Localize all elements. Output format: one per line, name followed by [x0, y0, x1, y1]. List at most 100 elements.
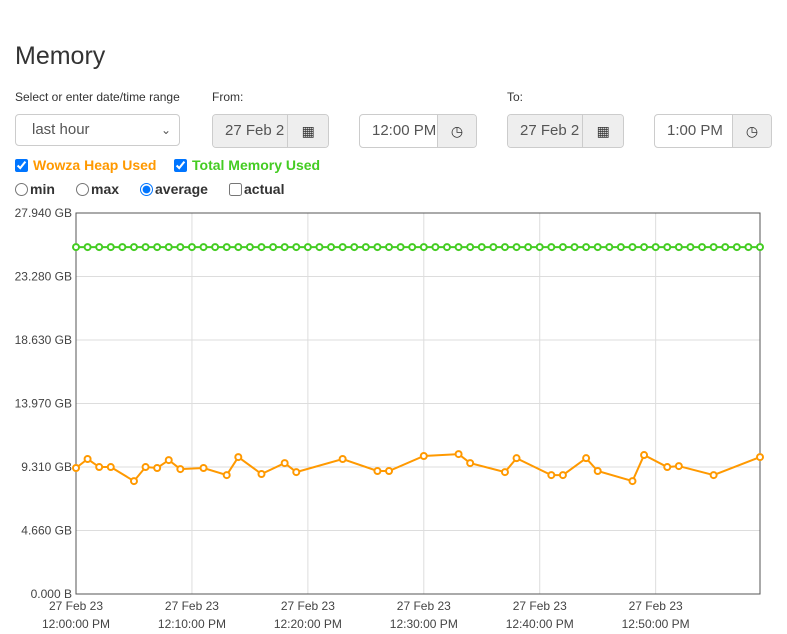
data-point [350, 243, 359, 252]
to-date-input[interactable]: 27 Feb 2 [508, 115, 583, 147]
data-point [95, 243, 104, 252]
data-point [408, 243, 417, 252]
data-point [199, 464, 208, 472]
data-point [257, 243, 266, 252]
data-point [95, 463, 104, 472]
range-select[interactable]: last hour ⌄ [15, 114, 180, 146]
x-tick-time: 12:30:00 PM [390, 617, 458, 631]
data-point [466, 243, 475, 252]
data-point [640, 243, 649, 252]
data-point [466, 459, 475, 468]
average-label: average [155, 181, 208, 197]
max-label: max [91, 181, 120, 197]
x-tick-date: 27 Feb 23 [165, 599, 219, 613]
data-point [187, 243, 196, 252]
to-date-group: 27 Feb 2 ▦ [507, 114, 624, 148]
data-point [222, 471, 231, 480]
min-label: min [30, 181, 55, 197]
data-point [512, 454, 521, 463]
data-point [477, 243, 486, 252]
data-point [582, 243, 591, 252]
data-point [83, 243, 92, 252]
data-point [558, 471, 567, 480]
data-point [489, 243, 498, 252]
data-point [756, 243, 764, 252]
data-point [442, 243, 451, 252]
from-calendar-button[interactable]: ▦ [287, 115, 328, 147]
data-point [153, 243, 162, 252]
data-point [512, 243, 521, 252]
data-point [674, 243, 683, 252]
x-tick-time: 12:40:00 PM [506, 617, 574, 631]
data-point [361, 243, 370, 252]
x-tick-time: 12:00:00 PM [42, 617, 110, 631]
data-point [211, 243, 220, 252]
from-date-group: 27 Feb 2 ▦ [212, 114, 329, 148]
data-point [500, 243, 509, 252]
data-point [628, 243, 637, 252]
heap-checkbox[interactable] [15, 158, 28, 172]
total-checkbox[interactable] [174, 158, 187, 172]
data-point [164, 456, 173, 465]
data-point [396, 243, 405, 252]
data-point [721, 243, 730, 252]
data-point [431, 243, 440, 252]
to-calendar-button[interactable]: ▦ [582, 115, 623, 147]
mode-actual[interactable]: actual [229, 181, 284, 197]
data-point [686, 243, 695, 252]
data-point [83, 455, 92, 463]
data-point [245, 243, 254, 252]
data-point [234, 453, 243, 462]
data-point [315, 243, 324, 252]
data-point [640, 451, 649, 460]
data-point [234, 243, 243, 252]
data-point [373, 467, 382, 475]
mode-min[interactable]: min [15, 181, 55, 197]
actual-checkbox[interactable] [229, 182, 242, 196]
plot-frame [75, 212, 761, 595]
data-point [593, 243, 602, 252]
from-time-input[interactable]: 12:00 PM [372, 122, 437, 139]
average-radio[interactable] [140, 182, 153, 196]
max-radio[interactable] [76, 182, 89, 196]
to-clock-button[interactable]: ◷ [731, 115, 771, 147]
x-tick-date: 27 Feb 23 [281, 599, 335, 613]
heap-toggle[interactable]: Wowza Heap Used [15, 157, 156, 173]
x-tick-date: 27 Feb 23 [49, 599, 103, 613]
series-line [75, 453, 761, 483]
x-tick-time: 12:20:00 PM [274, 617, 342, 631]
from-date-input[interactable]: 27 Feb 2 [213, 115, 288, 147]
data-point [292, 468, 301, 477]
total-toggle[interactable]: Total Memory Used [174, 157, 320, 173]
to-time-input[interactable]: 1:00 PM [667, 122, 723, 139]
chevron-down-icon: ⌄ [160, 123, 171, 137]
data-point [454, 243, 463, 252]
y-tick-label: 13.970 GB [15, 397, 72, 411]
mode-max[interactable]: max [76, 181, 119, 197]
y-tick-label: 23.280 GB [15, 270, 72, 284]
actual-label: actual [244, 181, 285, 197]
data-point [338, 243, 347, 252]
data-point [582, 454, 591, 463]
data-point [303, 243, 312, 252]
clock-icon: ◷ [450, 122, 464, 139]
data-point [756, 453, 764, 462]
data-point [106, 243, 115, 252]
calendar-grid-icon: ▦ [596, 122, 610, 139]
data-point [118, 243, 127, 252]
data-point [280, 243, 289, 252]
data-point [454, 450, 463, 459]
heap-label: Wowza Heap Used [33, 157, 157, 173]
x-tick-date: 27 Feb 23 [513, 599, 567, 613]
x-tick-time: 12:10:00 PM [158, 617, 226, 631]
y-tick-label: 0.000 B [31, 587, 72, 601]
min-radio[interactable] [15, 182, 28, 196]
mode-average[interactable]: average [140, 181, 208, 197]
to-label: To: [507, 90, 524, 104]
data-point [732, 243, 741, 252]
data-point [616, 243, 625, 252]
data-point [199, 243, 208, 252]
from-clock-button[interactable]: ◷ [436, 115, 476, 147]
data-point [72, 464, 80, 472]
data-point [269, 243, 278, 252]
